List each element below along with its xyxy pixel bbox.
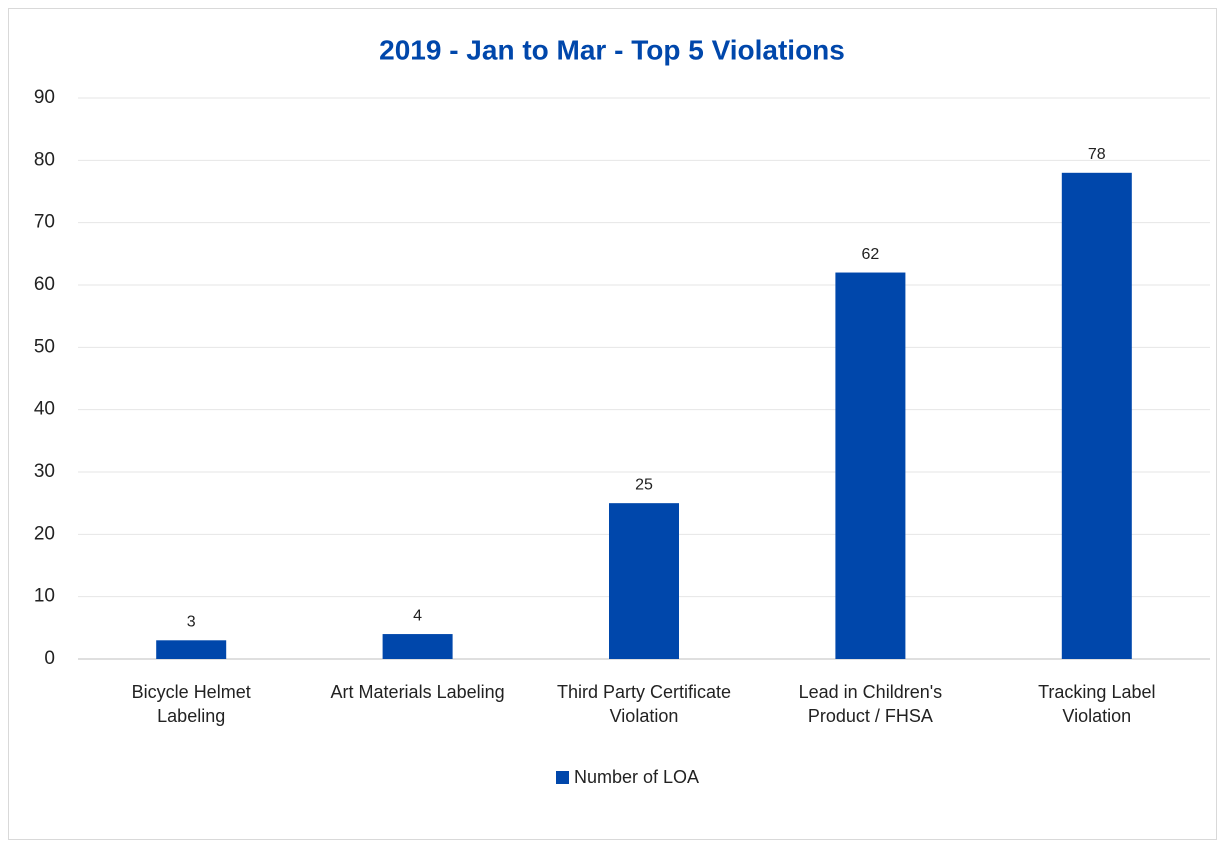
value-label: 78 [1088,146,1106,163]
bar [156,640,227,659]
y-tick-label: 60 [34,274,55,295]
y-tick-label: 0 [44,648,55,669]
legend-label: Number of LOA [574,767,699,787]
y-tick-label: 70 [34,212,55,233]
y-tick-label: 80 [34,149,55,170]
chart-title: 2019 - Jan to Mar - Top 5 Violations [379,34,845,65]
legend-swatch [556,771,569,784]
value-label: 4 [413,607,422,624]
x-tick-label: Lead in Children's Product / FHSA [798,682,943,726]
x-tick-label: Bicycle Helmet Labeling [131,682,251,726]
bar [1061,172,1132,660]
y-tick-label: 40 [34,399,55,420]
x-tick-label: Third Party Certificate Violation [556,682,732,726]
x-tick-label: Art Materials Labeling [330,682,505,702]
bar [382,634,453,659]
y-tick-label: 90 [34,87,55,108]
value-label: 3 [187,614,196,631]
value-label: 25 [635,476,653,493]
y-tick-label: 20 [34,523,55,544]
x-tick-label: Tracking Label Violation [1038,682,1156,726]
bar [609,503,679,659]
y-tick-label: 50 [34,336,55,357]
y-tick-label: 30 [34,461,55,482]
y-tick-label: 10 [34,586,55,607]
chart-border [8,8,1217,840]
bar [835,272,906,659]
value-label: 62 [862,246,880,263]
